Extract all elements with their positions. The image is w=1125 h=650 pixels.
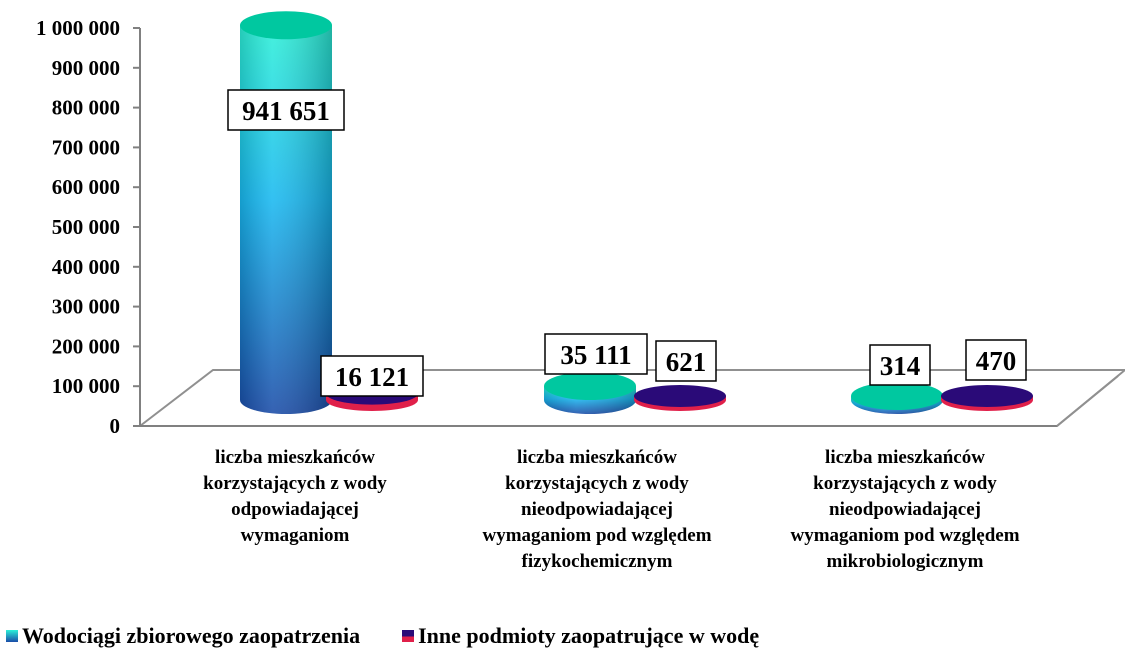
bar-1-2 (941, 385, 1033, 411)
legend-swatch-wodociagi (6, 630, 18, 642)
chart: 0 100 000 200 000 300 000 400 000 500 000 600 … (36, 11, 1125, 572)
data-label-value: 314 (880, 351, 921, 381)
data-label-box (544, 333, 648, 375)
data-label-value: 470 (976, 346, 1017, 376)
bar-0-1 (544, 372, 636, 414)
category-label-line: odpowiadającej (231, 499, 359, 520)
category-labels: liczba mieszkańców korzystających z wody o… (203, 447, 1020, 572)
legend-item-inne: Inne podmioty zaopatrujące w wodę (402, 623, 759, 649)
data-label-1-2: 470 (965, 339, 1027, 381)
data-label-value: 35 111 (560, 340, 631, 370)
data-label-value: 621 (666, 347, 707, 377)
category-label-2: liczba mieszkańców korzystających z wody n… (790, 447, 1019, 572)
data-label-0-1: 35 111 (544, 333, 648, 375)
category-label-line: liczba mieszkańców (517, 447, 677, 468)
category-label-line: korzystających z wody (203, 473, 387, 494)
bar-top (634, 385, 726, 407)
data-label-value: 941 651 (242, 96, 330, 126)
data-label-1-0: 16 121 (320, 355, 424, 397)
bar-top (544, 372, 636, 401)
category-label-line: liczba mieszkańców (215, 447, 375, 468)
y-tick-label: 600 000 (52, 175, 120, 199)
bar-top (851, 382, 943, 410)
category-label-line: wymaganiom pod względem (482, 525, 711, 546)
category-label-line: nieodpowiadającej (829, 499, 981, 520)
floor-right-edge (1056, 375, 1119, 427)
category-label-0: liczba mieszkańców korzystających z wody o… (203, 447, 387, 546)
data-label-box (227, 89, 345, 131)
legend-label-inne: Inne podmioty zaopatrujące w wodę (418, 623, 760, 648)
category-label-line: liczba mieszkańców (825, 447, 985, 468)
data-labels: 941 651 35 111 314 16 121 621 470 (227, 89, 1027, 397)
category-label-line: korzystających z wody (813, 473, 997, 494)
category-label-line: nieodpowiadającej (521, 499, 673, 520)
data-label-value: 16 121 (335, 362, 409, 392)
bar-0-0 (240, 11, 332, 415)
y-tick-label: 100 000 (52, 374, 120, 398)
y-axis: 0 100 000 200 000 300 000 400 000 500 000 600 … (36, 16, 141, 438)
category-label-line: mikrobiologicznym (827, 551, 984, 572)
y-tick-label: 400 000 (52, 255, 120, 279)
data-label-box (320, 355, 424, 397)
legend-item-wodociagi: Wodociągi zbiorowego zaopatrzenia (6, 623, 360, 649)
y-tick-label: 700 000 (52, 135, 120, 159)
category-label-line: fizykochemicznym (522, 551, 673, 572)
category-label-line: wymaganiom pod względem (790, 525, 1019, 546)
y-tick-label: 300 000 (52, 295, 120, 319)
bar-1-1 (634, 385, 726, 411)
y-tick-label: 0 (110, 414, 121, 438)
data-label-1-1: 621 (655, 340, 717, 382)
y-tick-label: 900 000 (52, 56, 120, 80)
y-tick-label: 800 000 (52, 96, 120, 120)
y-tick-label: 200 000 (52, 334, 120, 358)
data-label-0-0: 941 651 (227, 89, 345, 131)
y-tick-label: 500 000 (52, 215, 120, 239)
legend: Wodociągi zbiorowego zaopatrzenia Inne p… (6, 622, 801, 650)
data-label-0-2: 314 (869, 344, 931, 386)
data-label-box (965, 339, 1027, 381)
bar-top (941, 385, 1033, 407)
y-tick-label: 1 000 000 (36, 16, 120, 40)
category-label-line: korzystających z wody (505, 473, 689, 494)
category-label-1: liczba mieszkańców korzystających z wody n… (482, 447, 711, 572)
bar-0-2 (851, 382, 943, 414)
legend-swatch-inne (402, 630, 415, 642)
data-label-box (869, 344, 931, 386)
bar-top (240, 11, 332, 40)
data-label-box (655, 340, 717, 382)
category-label-line: wymaganiom (241, 525, 350, 546)
legend-label-wodociagi: Wodociągi zbiorowego zaopatrzenia (22, 623, 361, 648)
bar-shading (240, 25, 332, 415)
